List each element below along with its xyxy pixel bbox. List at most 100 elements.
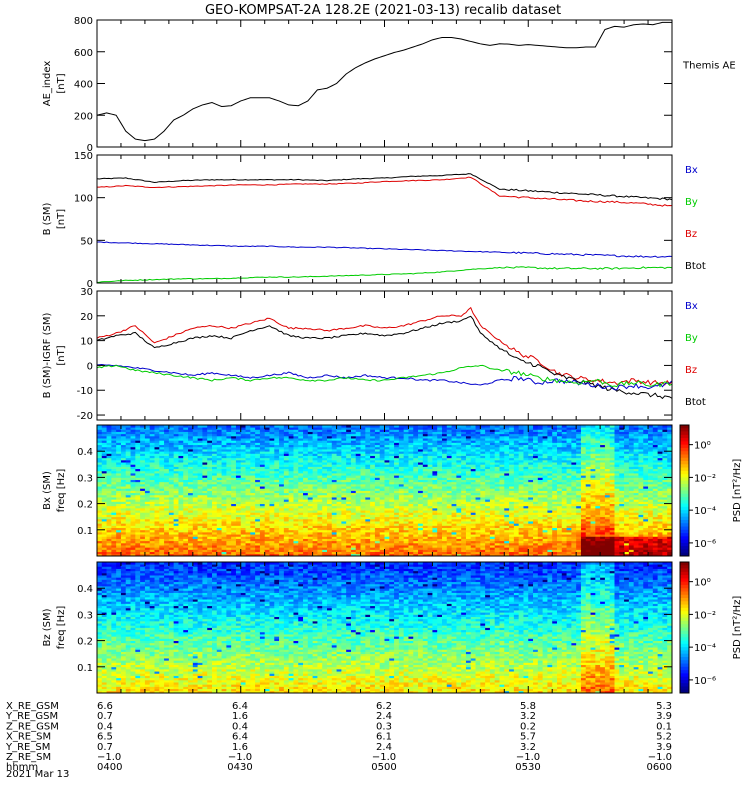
spectrogram-cell <box>259 527 266 531</box>
spectrogram-cell <box>159 475 165 478</box>
spectrogram-cell <box>135 553 141 557</box>
spectrogram-cell <box>120 505 127 509</box>
spectrogram-cell <box>283 542 290 546</box>
spectrogram-cell <box>125 542 131 546</box>
spectrogram-cell <box>101 488 107 491</box>
spectrogram-cell <box>240 459 246 463</box>
spectrogram-cell <box>130 435 136 439</box>
spectrogram-cell <box>288 494 294 498</box>
spectrogram-cell <box>97 427 103 430</box>
spectrogram-cell <box>279 438 285 441</box>
spectrogram-cell <box>116 494 122 498</box>
spectrogram-cell <box>120 551 127 555</box>
spectrogram-cell <box>250 525 256 529</box>
spectrogram-cell <box>164 514 170 518</box>
spectrogram-cell <box>135 503 141 507</box>
spectrogram-cell <box>207 512 213 515</box>
spectrogram-cell <box>101 440 107 443</box>
spectrogram-cell <box>111 501 117 504</box>
spectrogram-cell <box>240 525 246 529</box>
spectrogram-cell <box>259 536 266 539</box>
spectrogram-cell <box>144 551 151 555</box>
spectrogram-cell <box>269 527 275 531</box>
spectrogram-cell <box>97 446 103 450</box>
spectrogram-cell <box>259 534 266 537</box>
spectrogram-cell <box>106 501 112 504</box>
y-tick-label: 50 <box>80 236 93 247</box>
spectrogram-cell <box>288 549 294 553</box>
spectrogram-cell <box>144 501 151 504</box>
spectrogram-cell <box>250 549 256 553</box>
spectrogram-cell <box>154 455 160 459</box>
spectrogram-cell <box>288 501 294 504</box>
spectrogram-cell <box>216 425 222 428</box>
spectrogram-cell <box>202 444 208 448</box>
spectrogram-cell <box>240 479 246 483</box>
spectrogram-cell <box>240 466 246 470</box>
spectrogram-cell <box>149 425 155 428</box>
spectrogram-cell <box>135 486 141 489</box>
spectrogram-cell <box>216 553 222 557</box>
spectrogram-cell <box>226 547 232 550</box>
spectrogram-cell <box>264 453 270 456</box>
spectrogram-cell <box>144 457 151 461</box>
spectrogram-cell <box>135 525 141 529</box>
spectrogram-cell <box>250 451 256 454</box>
spectrogram-cell <box>212 438 218 441</box>
spectrogram-cell <box>264 538 270 542</box>
spectrogram-cell <box>288 492 294 496</box>
spectrogram-cell <box>125 455 131 459</box>
spectrogram-cell <box>111 503 117 507</box>
spectrogram-cell <box>188 453 194 456</box>
spectrogram-cell <box>245 473 251 476</box>
spectrogram-cell <box>159 486 165 489</box>
spectrogram-cell <box>207 455 213 459</box>
spectrogram-cell <box>120 507 127 511</box>
spectrogram-cell <box>235 553 242 557</box>
spectrogram-cell <box>259 466 266 470</box>
spectrogram-cell <box>159 468 165 472</box>
spectrogram-cell <box>116 455 122 459</box>
spectrogram-cell <box>202 507 208 511</box>
spectrogram-cell <box>188 468 194 472</box>
spectrogram-cell <box>235 442 242 446</box>
spectrogram-cell <box>293 514 299 518</box>
spectrogram-cell <box>140 486 146 489</box>
spectrogram-cell <box>207 534 213 537</box>
spectrogram-cell <box>288 490 294 494</box>
spectrogram-cell <box>197 488 203 491</box>
spectrogram-cell <box>97 536 103 539</box>
spectrogram-cell <box>264 433 270 437</box>
spectrogram-cell <box>245 510 251 513</box>
spectrogram-cell <box>212 488 218 491</box>
spectrogram-cell <box>226 470 232 474</box>
spectrogram-cell <box>250 425 256 428</box>
spectrogram-cell <box>235 542 242 546</box>
spectrogram-cell <box>101 433 107 437</box>
spectrogram-cell <box>116 479 122 483</box>
spectrogram-cell <box>212 527 218 531</box>
panel-frame <box>96 290 673 421</box>
spectrogram-cell <box>283 477 290 480</box>
spectrogram-cell <box>168 425 175 428</box>
spectrogram-cell <box>221 468 227 472</box>
spectrogram-cell <box>120 446 127 450</box>
spectrogram-cell <box>207 499 213 502</box>
spectrogram-cell <box>120 449 127 452</box>
spectrogram-cell <box>274 497 280 500</box>
spectrogram-cell <box>274 435 280 439</box>
spectrogram-cell <box>216 455 222 459</box>
spectrogram-cell <box>183 501 189 504</box>
spectrogram-cell <box>231 553 237 557</box>
spectrogram-cell <box>178 475 184 478</box>
spectrogram-cell <box>202 449 208 452</box>
spectrogram-cell <box>212 459 218 463</box>
spectrogram-cell <box>159 451 165 454</box>
spectrogram-cell <box>245 521 251 524</box>
spectrogram-cell <box>173 510 179 513</box>
spectrogram-cell <box>101 466 107 470</box>
spectrogram-cell <box>255 531 261 535</box>
spectrogram-cell <box>159 464 165 467</box>
spectrogram-cell <box>120 540 127 544</box>
spectrogram-cell <box>144 477 151 480</box>
